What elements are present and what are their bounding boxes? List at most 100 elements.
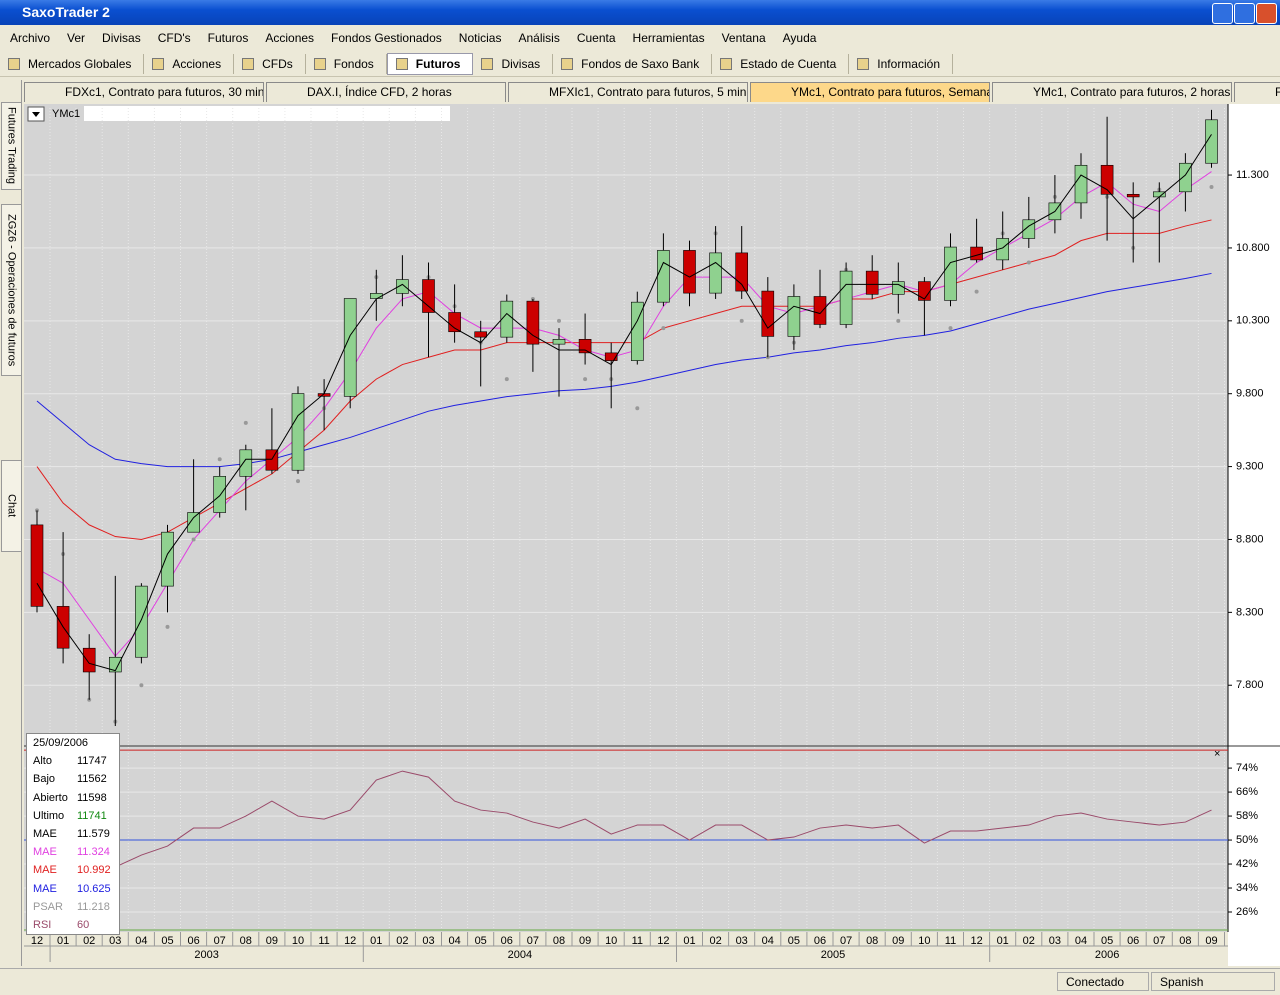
maximize[interactable] (1234, 3, 1255, 24)
toolbar-button[interactable]: Fondos (306, 54, 387, 74)
candle-body (369, 293, 383, 299)
chart-tab[interactable]: FDXc1, Contrato para futuros, 30 minutos (24, 82, 264, 102)
info-row: Alto 11747 (27, 752, 119, 770)
info-row: 25/09/2006 (27, 734, 119, 752)
candle-body (552, 339, 566, 345)
x-tick-label: 04 (762, 935, 774, 947)
candle-body (82, 647, 96, 673)
psar-dot (974, 289, 979, 294)
side-tab[interactable]: Futures Trading (1, 102, 22, 190)
minimize[interactable] (1212, 3, 1233, 24)
menu-item[interactable]: Análisis (518, 31, 560, 45)
chart-tab[interactable]: YMc1, Contrato para futuros, Semanal (750, 82, 990, 102)
x-tick-label: 04 (448, 935, 460, 947)
candle-body (891, 281, 905, 295)
menu-bar: Archivo Ver Divisas CFD's Futuros Acciones Fon… (0, 27, 1280, 49)
menu-item[interactable]: Acciones (265, 31, 315, 45)
y-tick-label: 66% (1236, 786, 1258, 798)
menu-item[interactable]: Fondos Gestionados (331, 31, 442, 45)
menu-item[interactable]: Ver (67, 31, 86, 45)
x-tick-label: 04 (1075, 935, 1087, 947)
x-tick-label: 09 (1205, 935, 1217, 947)
info-value: 11747 (77, 755, 107, 768)
info-label: MAE (33, 864, 57, 877)
toolbar-button[interactable]: Futuros (386, 53, 474, 75)
info-value: 11.324 (77, 846, 110, 859)
info-value: 11598 (77, 791, 107, 804)
sidebar: Futures Trading ZGZ6 - Operaciones de fut… (0, 80, 22, 966)
menu-item[interactable]: Ayuda (782, 31, 817, 45)
menu-item[interactable]: Futuros (207, 31, 249, 45)
y-tick-label: 74% (1236, 762, 1258, 774)
candle-body (1205, 119, 1218, 164)
toolbar-icon (395, 58, 408, 70)
toolbar-button[interactable]: Información (849, 54, 953, 74)
toolbar-icon (481, 58, 494, 70)
side-tab[interactable]: ZGZ6 - Operaciones de futuros (1, 204, 22, 376)
candle-body (30, 524, 44, 607)
candle-body (578, 339, 592, 354)
chart-tab[interactable]: MFXIc1, Contrato para futuros, 5 minutos (508, 82, 748, 102)
menu-item[interactable]: Ventana (721, 31, 766, 45)
x-tick-label: 06 (501, 935, 513, 947)
toolbar-button[interactable]: Mercados Globales (0, 54, 145, 74)
x-tick-label: 06 (187, 935, 199, 947)
year-label: 2006 (1095, 949, 1119, 961)
info-value: 11.579 (77, 828, 110, 841)
info-row: Bajo 11562 (27, 770, 119, 788)
info-value: 10.625 (77, 882, 111, 895)
info-row: RSI 60 (27, 916, 119, 934)
x-tick-label: 04 (135, 935, 147, 947)
info-label: PSAR (33, 900, 63, 913)
candle-body (865, 270, 879, 295)
menu-item[interactable]: CFD's (157, 31, 191, 45)
x-tick-label: 08 (866, 935, 878, 947)
x-tick-label: 10 (605, 935, 617, 947)
info-date: 25/09/2006 (33, 737, 89, 750)
x-tick-label: 01 (57, 935, 69, 947)
toolbar-label: Estado de Cuenta (740, 57, 837, 71)
close[interactable] (1256, 3, 1277, 24)
psar-dot (896, 318, 901, 323)
chart-tab[interactable]: YMc1, Contrato para futuros, 2 horas (992, 82, 1232, 102)
info-value: 11741 (77, 809, 107, 822)
info-value: 11562 (77, 773, 107, 786)
toolbar-button[interactable]: Acciones (144, 54, 235, 74)
candle-body (709, 252, 722, 294)
close-panel[interactable]: × (1214, 748, 1220, 760)
chart-tab[interactable]: DAX.I, Índice CFD, 2 horas (266, 82, 506, 102)
x-tick-label: 01 (997, 935, 1009, 947)
year-label: 2005 (821, 949, 845, 961)
status-bar: Conectado Spanish (0, 968, 1280, 995)
info-row: MAE 11.324 (27, 843, 119, 861)
x-tick-label: 02 (83, 935, 95, 947)
toolbar-icon (313, 58, 326, 70)
candle-body (918, 281, 931, 301)
candle-body (187, 512, 200, 533)
menu-item[interactable]: Herramientas (632, 31, 705, 45)
menu-item[interactable]: Cuenta (576, 31, 616, 45)
toolbar-button[interactable]: Divisas (473, 54, 554, 74)
chart: YMc1 × 12 01 02 03 04 05 06 07 08 09 10 11 12 01 02 03 0… (24, 104, 1280, 966)
info-label: MAE (33, 846, 57, 859)
title-bar: SaxoTrader 2 (0, 0, 1280, 25)
symbol-input[interactable] (84, 106, 450, 121)
toolbar-button[interactable]: Estado de Cuenta (712, 54, 850, 74)
candle-body (1100, 164, 1114, 195)
candle-body (683, 250, 696, 294)
info-box: 25/09/2006 Alto 11747 Bajo 11562 Abierto 11598… (26, 733, 120, 935)
x-tick-label: 09 (892, 935, 904, 947)
menu-item[interactable]: Divisas (102, 31, 141, 45)
chart-tab[interactable]: FGBL (1234, 82, 1280, 102)
psar-dot (296, 479, 300, 484)
side-tab[interactable]: Chat (1, 460, 22, 552)
toolbar-icon (720, 58, 733, 70)
psar-dot (165, 624, 170, 629)
psar-dot (739, 318, 744, 323)
toolbar-button[interactable]: Fondos de Saxo Bank (553, 54, 713, 74)
year-label: 2003 (194, 949, 218, 961)
x-axis-bg (24, 932, 1228, 966)
menu-item[interactable]: Noticias (458, 31, 502, 45)
menu-item[interactable]: Archivo (10, 31, 51, 45)
toolbar-button[interactable]: CFDs (234, 54, 306, 74)
